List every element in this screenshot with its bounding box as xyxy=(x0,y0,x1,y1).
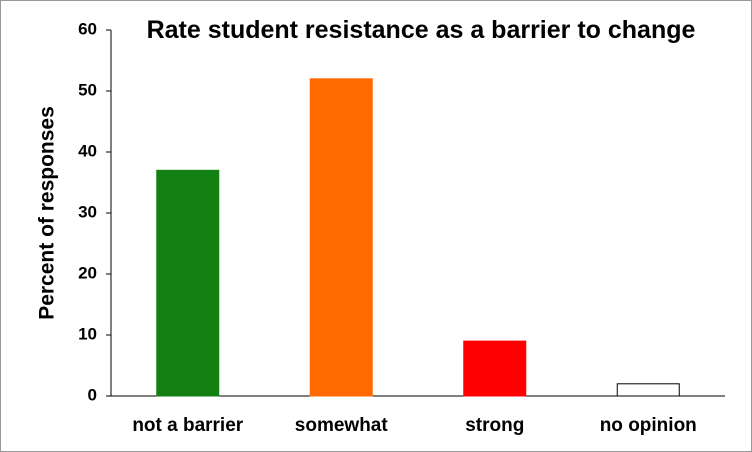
y-tick-label: 60 xyxy=(78,19,97,38)
y-tick-label: 50 xyxy=(78,80,97,99)
chart-title: Rate student resistance as a barrier to … xyxy=(146,16,696,44)
y-axis-label: Percent of responses xyxy=(36,106,59,320)
y-tick-label: 30 xyxy=(78,202,97,221)
x-tick-label: no opinion xyxy=(600,415,697,436)
bar xyxy=(463,340,527,397)
bar xyxy=(309,78,373,397)
x-tick-label: not a barrier xyxy=(132,415,243,436)
bar xyxy=(156,169,220,397)
y-tick-label: 10 xyxy=(78,324,97,343)
bar xyxy=(616,383,680,397)
x-tick-label: strong xyxy=(465,415,524,436)
y-tick-label: 40 xyxy=(78,141,97,160)
y-tick-label: 0 xyxy=(88,385,97,404)
y-tick-label: 20 xyxy=(78,263,97,282)
x-tick-label: somewhat xyxy=(295,415,389,436)
